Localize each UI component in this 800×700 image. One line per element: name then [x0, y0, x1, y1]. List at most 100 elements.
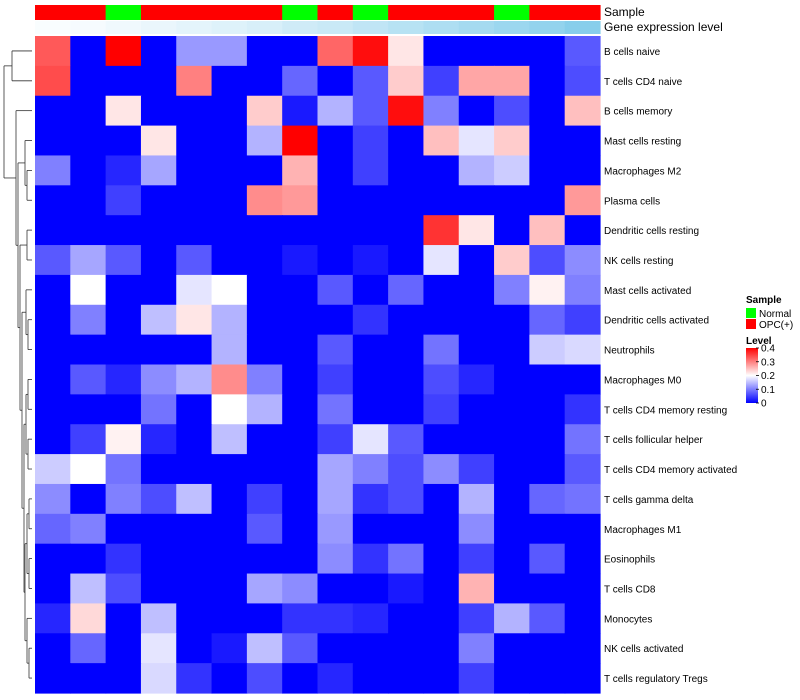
row-label: T cells CD4 naive	[604, 77, 683, 88]
heat-cell-r5-c16	[564, 155, 601, 186]
row-label: B cells memory	[604, 107, 672, 118]
heat-cell-r14-c6	[211, 424, 248, 455]
heat-cell-r8-c12	[423, 245, 460, 276]
heat-cell-r8-c9	[317, 245, 354, 276]
heat-cell-r14-c10	[352, 424, 389, 455]
heat-cell-r3-c16	[564, 95, 601, 127]
level-tick-label: 0.3	[761, 357, 775, 368]
heat-cell-r1-c5	[176, 36, 213, 67]
heat-cell-r17-c16	[564, 513, 601, 545]
heat-cell-r5-c3	[105, 155, 142, 186]
heat-cell-r14-c3	[105, 424, 142, 455]
heat-cell-r4-c9	[317, 125, 354, 157]
heat-cell-r21-c12	[423, 633, 460, 664]
heat-cell-r16-c10	[352, 483, 389, 515]
row-label: Plasma cells	[604, 196, 660, 207]
row-labels: B cells naive T cells CD4 naive B cells me…	[604, 47, 737, 685]
heat-cell-r17-c1	[35, 513, 71, 545]
heat-cell-r15-c2	[70, 454, 107, 485]
heat-cell-r12-c16	[564, 364, 601, 395]
level-ticks: 0.4 0.3 0.2 0.1 0	[756, 344, 775, 410]
sample-legend-title: Sample	[746, 295, 782, 306]
heat-cell-r16-c2	[70, 483, 107, 515]
heat-cell-r1-c15	[529, 36, 566, 67]
heat-cell-r12-c2	[70, 364, 107, 395]
heat-cell-r14-c5	[176, 424, 213, 455]
heat-cell-r21-c14	[494, 633, 530, 664]
heat-cell-r5-c13	[458, 155, 495, 186]
heat-cell-r4-c10	[352, 125, 389, 157]
sample-cell-12	[423, 5, 460, 20]
heat-cell-r4-c12	[423, 125, 460, 157]
row-label: Macrophages M1	[604, 525, 682, 536]
heat-cell-r3-c13	[458, 95, 495, 127]
heat-cell-r20-c1	[35, 603, 71, 634]
heat-cell-r19-c9	[317, 573, 354, 605]
heat-cell-r18-c8	[282, 543, 319, 575]
heat-cell-r9-c1	[35, 274, 71, 306]
heat-cell-r13-c3	[105, 394, 142, 425]
heat-cell-r11-c8	[282, 334, 319, 366]
heat-cell-r17-c13	[458, 513, 495, 545]
heat-cell-r8-c5	[176, 245, 213, 276]
heat-cell-r19-c4	[140, 573, 177, 605]
expression-cell-13	[458, 21, 495, 34]
heat-cell-r2-c13	[458, 65, 495, 97]
heat-cell-r7-c9	[317, 215, 354, 246]
heat-cell-r16-c1	[35, 483, 71, 515]
sample-cell-13	[458, 5, 495, 20]
sample-cell-1	[35, 5, 71, 20]
heat-cell-r6-c8	[282, 185, 319, 216]
row-label: Dendritic cells activated	[604, 316, 709, 327]
heat-cell-r20-c9	[317, 603, 354, 634]
heat-cell-r17-c3	[105, 513, 142, 545]
heat-cell-r14-c12	[423, 424, 460, 455]
heat-cell-r3-c3	[105, 95, 142, 127]
row-label: Mast cells resting	[604, 137, 681, 148]
heat-cell-r11-c2	[70, 334, 107, 366]
heat-cell-r5-c10	[352, 155, 389, 186]
heat-cell-r10-c14	[494, 304, 530, 336]
heat-cell-r3-c7	[246, 95, 283, 127]
heat-cell-r8-c10	[352, 245, 389, 276]
heat-cell-r3-c4	[140, 95, 177, 127]
heat-cell-r15-c5	[176, 454, 213, 485]
heat-cell-r18-c6	[211, 543, 248, 575]
heat-cell-r8-c13	[458, 245, 495, 276]
sample-legend: Sample Normal OPC(+)	[746, 295, 793, 331]
row-label: T cells follicular helper	[604, 435, 703, 446]
heat-cell-r7-c10	[352, 215, 389, 246]
heat-cell-r21-c10	[352, 633, 389, 664]
heat-cell-r16-c7	[246, 483, 283, 515]
heat-cell-r12-c8	[282, 364, 319, 395]
heat-cell-r5-c11	[388, 155, 425, 186]
expression-cell-11	[388, 21, 425, 34]
heat-cell-r13-c14	[494, 394, 530, 425]
heat-cell-r9-c7	[246, 274, 283, 306]
heat-cell-r17-c4	[140, 513, 177, 545]
heat-cell-r9-c11	[388, 274, 425, 306]
heat-cell-r6-c16	[564, 185, 601, 216]
heat-cell-r10-c2	[70, 304, 107, 336]
level-colorbar	[746, 348, 758, 403]
heat-cell-r12-c4	[140, 364, 177, 395]
heat-cell-r7-c16	[564, 215, 601, 246]
heat-cell-r22-c4	[140, 663, 177, 694]
heat-cell-r9-c16	[564, 274, 601, 306]
heat-cell-r8-c14	[494, 245, 530, 276]
heat-cell-r11-c6	[211, 334, 248, 366]
heat-cell-r13-c8	[282, 394, 319, 425]
heat-cell-r13-c11	[388, 394, 425, 425]
expression-cell-9	[317, 21, 354, 34]
heat-cell-r17-c10	[352, 513, 389, 545]
heat-cell-r20-c6	[211, 603, 248, 634]
expression-cell-10	[352, 21, 389, 34]
heat-cell-r18-c13	[458, 543, 495, 575]
heat-cell-r3-c2	[70, 95, 107, 127]
heat-cell-r21-c5	[176, 633, 213, 664]
row-label: NK cells resting	[604, 256, 673, 267]
heat-cell-r18-c15	[529, 543, 566, 575]
heat-cell-r16-c14	[494, 483, 530, 515]
heat-cell-r5-c14	[494, 155, 530, 186]
heat-cell-r12-c3	[105, 364, 142, 395]
